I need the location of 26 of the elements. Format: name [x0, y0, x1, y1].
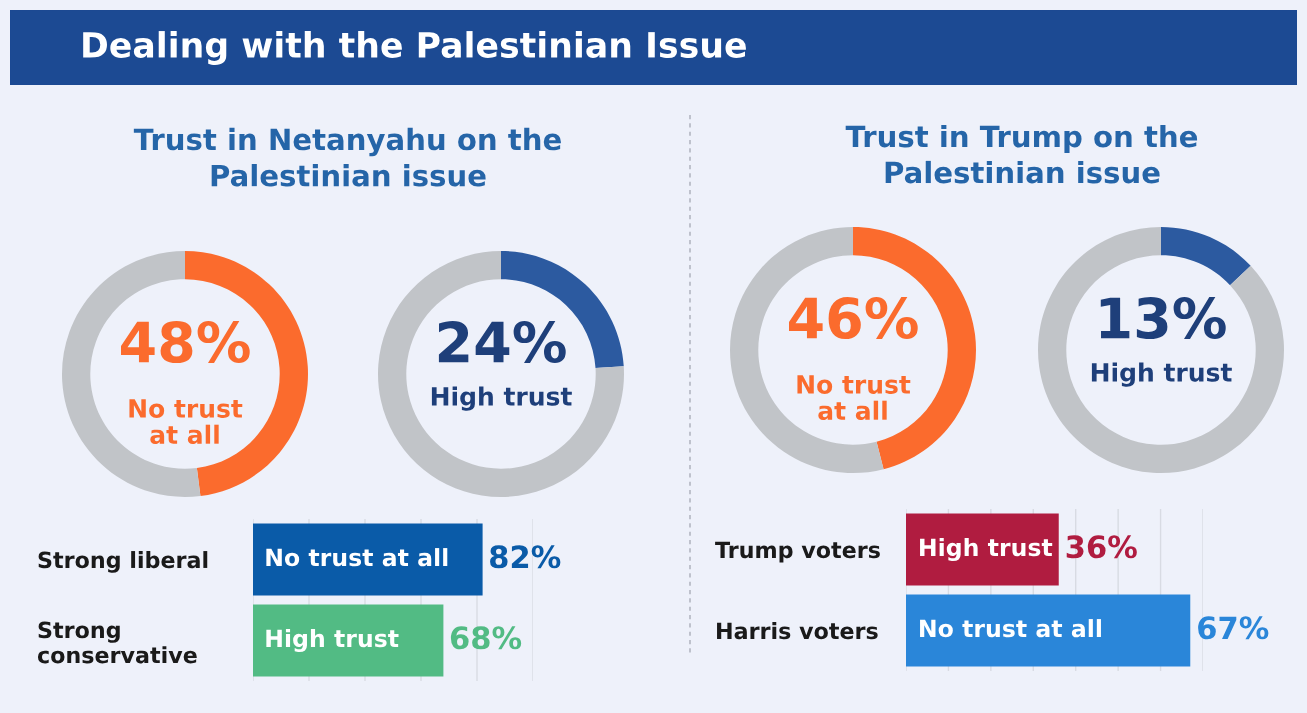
y-tick-label: Strong liberal [38, 551, 208, 573]
data-label: 68% [450, 626, 522, 650]
chart-title: Trust in Netanyahu on the Palestinian issue [133, 127, 561, 187]
series-label: No trust at all [920, 619, 1101, 638]
data-label: 24% [438, 321, 566, 364]
data-label: 48% [121, 321, 250, 364]
y-tick-label: Harris voters [717, 622, 878, 640]
donut-slice [1161, 227, 1251, 286]
data-label: 36% [1066, 535, 1137, 559]
donut-slice [1038, 227, 1284, 473]
series-label: High trust [920, 537, 1053, 562]
data-label: 13% [1100, 297, 1226, 340]
text: High trust [431, 386, 572, 411]
data-label: 46% [789, 297, 918, 340]
text: No trust at all [129, 399, 243, 445]
series-label: High trust [266, 628, 399, 653]
text: High trust [1091, 362, 1232, 387]
donut-slice [378, 251, 624, 497]
y-tick-label: Strong conservative [37, 621, 197, 664]
data-label: 67% [1198, 616, 1269, 640]
series-label: No trust at all [266, 548, 448, 567]
y-tick-label: Trump voters [715, 541, 880, 563]
chart-title: Trust in Trump on the Palestinian issue [845, 124, 1198, 184]
data-label: 82% [490, 545, 561, 569]
text: No trust at all [797, 375, 911, 421]
text: Dealing with the Palestinian Issue [83, 31, 746, 65]
